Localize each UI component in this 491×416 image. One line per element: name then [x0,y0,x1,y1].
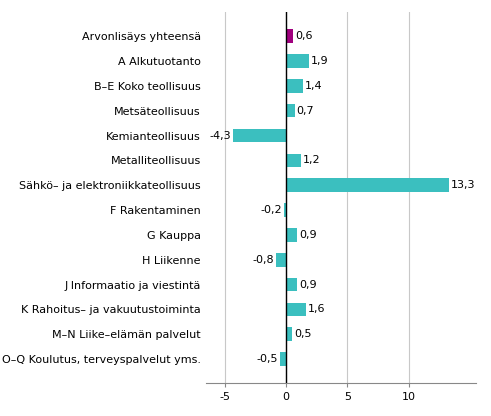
Text: -0,5: -0,5 [256,354,278,364]
Bar [286,302,305,316]
Bar [286,228,297,242]
Bar [286,54,309,68]
Bar [233,129,286,142]
Bar [280,352,286,366]
Text: 0,5: 0,5 [294,329,311,339]
Bar [286,29,293,43]
Text: 0,9: 0,9 [299,230,317,240]
Text: 1,2: 1,2 [302,155,320,165]
Text: 0,7: 0,7 [297,106,314,116]
Text: 0,9: 0,9 [299,280,317,290]
Text: 1,4: 1,4 [305,81,323,91]
Bar [286,79,303,93]
Text: 0,6: 0,6 [295,31,313,41]
Bar [286,278,297,291]
Text: -0,2: -0,2 [260,205,282,215]
Bar [286,178,449,192]
Bar [286,154,300,167]
Bar [286,104,295,117]
Text: 13,3: 13,3 [451,180,476,190]
Text: -4,3: -4,3 [210,131,231,141]
Bar [286,327,292,341]
Text: 1,6: 1,6 [307,305,325,314]
Bar [284,203,286,217]
Bar [276,253,286,267]
Text: 1,9: 1,9 [311,56,329,66]
Text: -0,8: -0,8 [253,255,274,265]
